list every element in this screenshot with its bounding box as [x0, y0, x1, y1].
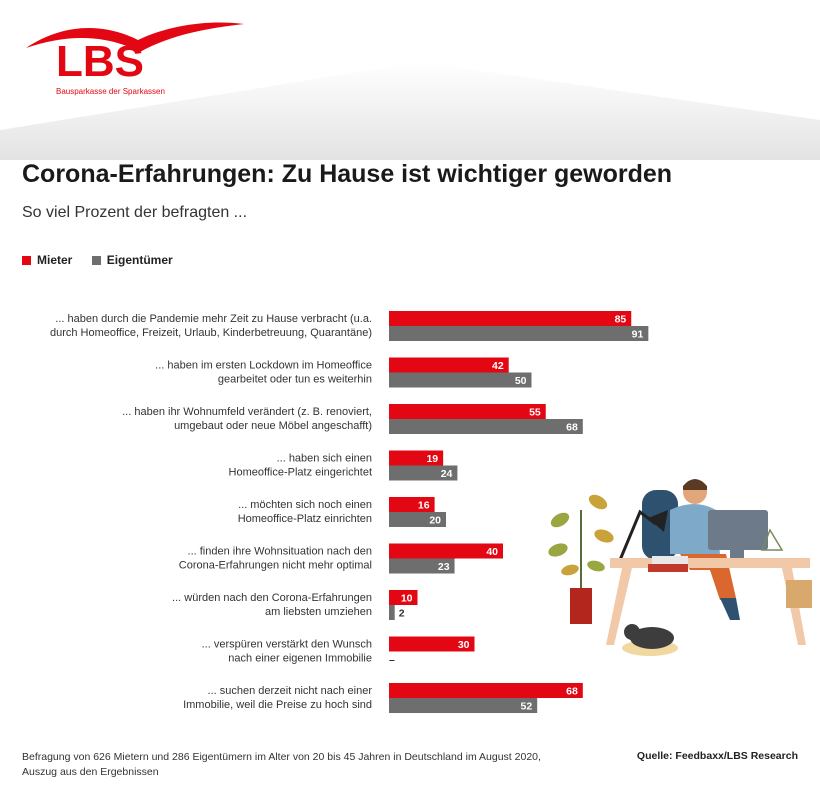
category-label: ... haben im ersten Lockdown im Homeoffi… [155, 360, 372, 372]
category-label: gearbeitet oder tun es weiterhin [218, 374, 372, 386]
data-label: 30 [458, 639, 470, 651]
page-title: Corona-Erfahrungen: Zu Hause ist wichtig… [22, 160, 673, 188]
footnote-line-2: Auszug aus den Ergebnissen [22, 766, 159, 778]
lbs-logo [22, 18, 252, 108]
bar-eigentuemer [389, 326, 649, 341]
bar-mieter [389, 450, 444, 466]
logo-tagline: Bausparkasse der Sparkassen [56, 87, 165, 96]
data-label: 50 [515, 375, 527, 387]
category-label: ... möchten sich noch einen [238, 499, 372, 511]
data-label: 68 [566, 686, 578, 698]
bar-eigentuemer [389, 465, 458, 481]
data-label: 85 [615, 314, 627, 326]
category-label: ... finden ihre Wohnsituation nach den [188, 546, 372, 558]
header-roof-background [0, 62, 820, 160]
category-label: nach einer eigenen Immobilie [228, 653, 372, 665]
data-label: 91 [632, 329, 644, 341]
logo-swoosh-icon [26, 22, 244, 52]
category-label: am liebsten umziehen [265, 606, 372, 618]
bar-mieter [389, 311, 632, 326]
data-label: 10 [401, 593, 413, 605]
bar-mieter [389, 404, 546, 419]
bar-eigentuemer [389, 419, 583, 434]
data-label: 2 [399, 608, 405, 620]
legend-item-mieter: Mieter [22, 253, 72, 267]
category-label: Homeoffice-Platz einrichten [238, 513, 372, 525]
legend-swatch-mieter [22, 255, 31, 265]
legend-label-eigentuemer: Eigentümer [106, 253, 173, 267]
data-label: – [389, 654, 395, 666]
legend-item-eigentuemer: Eigentümer [91, 253, 173, 267]
bar-eigentuemer [389, 605, 395, 620]
homeoffice-illustration [548, 479, 812, 656]
bar-mieter [389, 497, 435, 512]
source-note: Quelle: Feedbaxx/LBS Research [636, 750, 798, 762]
footnote-line-1: Befragung von 626 Mietern und 286 Eigent… [22, 751, 541, 763]
legend-swatch-eigentuemer [91, 255, 101, 265]
bar-mieter [389, 357, 509, 373]
category-label: Immobilie, weil die Preise zu hoch sind [183, 699, 372, 711]
category-label: umgebaut oder neue Möbel angeschafft) [174, 420, 372, 432]
category-label: ... haben durch die Pandemie mehr Zeit z… [55, 313, 372, 325]
legend-label-mieter: Mieter [37, 253, 73, 267]
category-label: ... suchen derzeit nicht nach einer [208, 685, 373, 697]
category-label: ... verspüren verstärkt den Wunsch [202, 639, 372, 651]
page-subtitle: So viel Prozent der befragten ... [22, 204, 248, 221]
category-label: ... würden nach den Corona-Erfahrungen [172, 592, 372, 604]
data-label: 23 [438, 561, 450, 573]
bar-mieter [389, 683, 583, 698]
data-label: 55 [529, 407, 541, 419]
bar-mieter [389, 590, 418, 605]
data-label: 20 [429, 515, 441, 527]
bar-mieter [389, 543, 503, 559]
survey-footnote: Befragung von 626 Mietern und 286 Eigent… [22, 750, 582, 780]
category-label: ... haben sich einen [277, 453, 372, 465]
data-label: 24 [441, 468, 453, 480]
data-label: 40 [486, 546, 498, 558]
bar-eigentuemer [389, 512, 446, 527]
category-label: Corona-Erfahrungen nicht mehr optimal [179, 560, 372, 572]
category-label: durch Homeoffice, Freizeit, Urlaub, Kind… [50, 327, 372, 339]
data-label: 19 [426, 453, 438, 465]
category-label: ... haben ihr Wohnumfeld verändert (z. B… [122, 406, 372, 418]
category-label: Homeoffice-Platz eingerichtet [229, 467, 372, 479]
bar-eigentuemer [389, 698, 538, 713]
bar-eigentuemer [389, 372, 532, 388]
data-label: 68 [566, 422, 578, 434]
data-label: 52 [521, 701, 533, 713]
chart-legend: Mieter Eigentümer [22, 253, 189, 268]
bar-eigentuemer [389, 558, 455, 574]
bar-mieter [389, 636, 475, 652]
data-label: 42 [492, 360, 504, 372]
data-label: 16 [418, 500, 430, 512]
logo-wordmark: LBS [56, 37, 144, 86]
